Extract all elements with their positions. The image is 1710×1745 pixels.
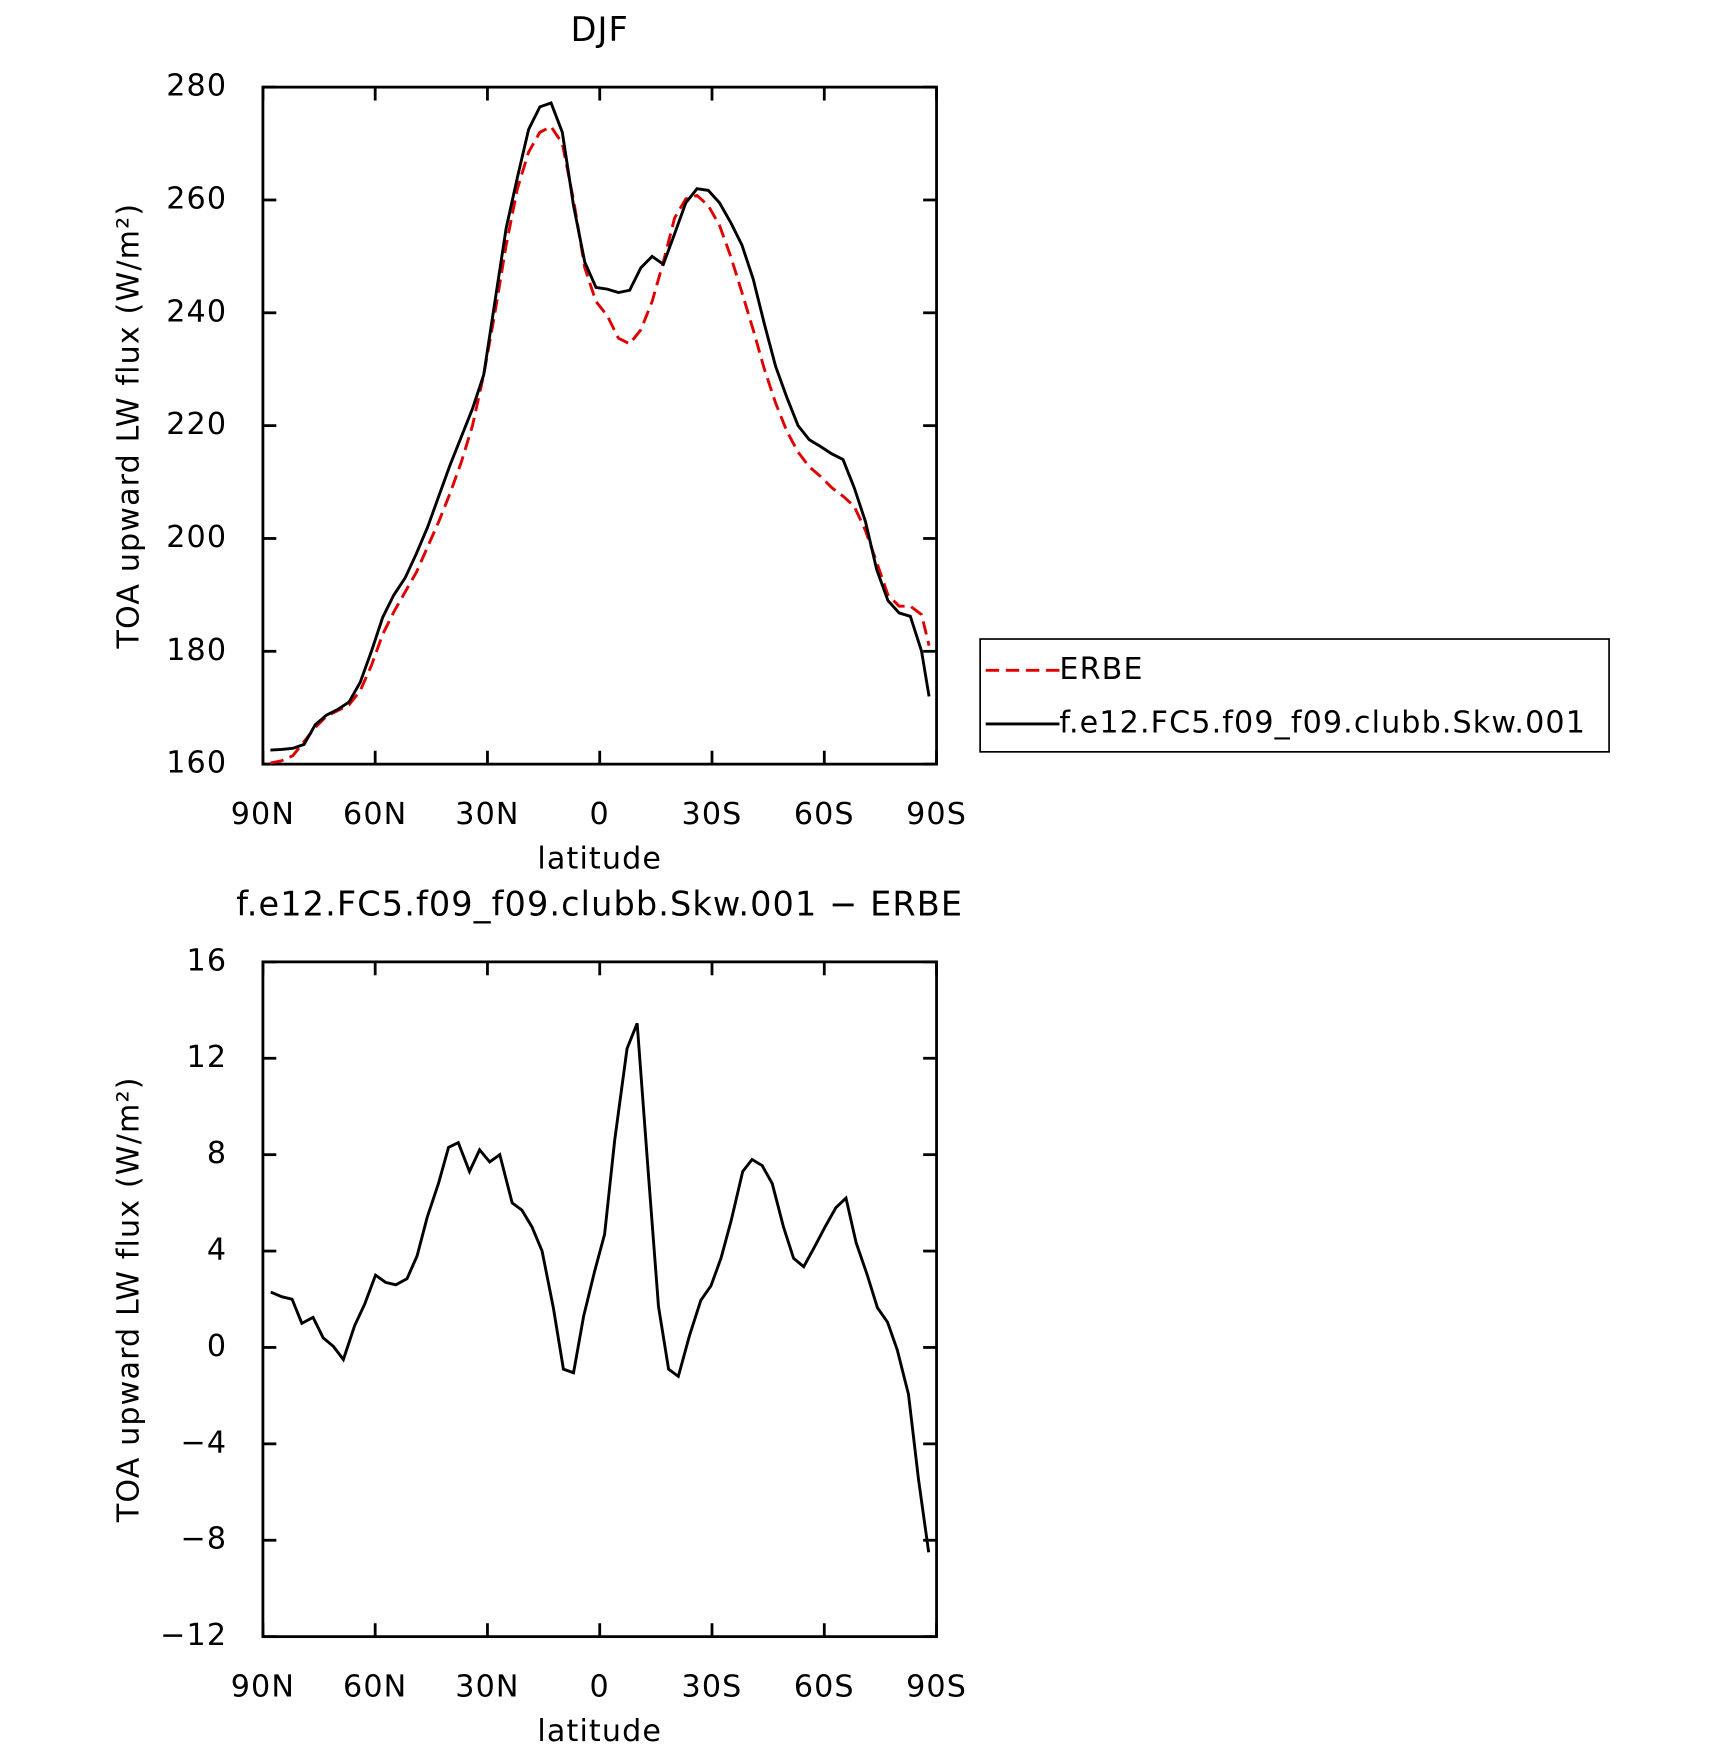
x-tick-label: 90N <box>231 1670 295 1705</box>
legend-box <box>979 638 1610 753</box>
x-tick-label: 30N <box>455 1670 519 1705</box>
y-tick-label: 280 <box>166 69 227 104</box>
data-line <box>270 101 931 752</box>
y-tick-label: 260 <box>166 181 227 216</box>
x-axis-label: latitude <box>537 842 662 877</box>
x-tick-label: 90S <box>906 797 967 832</box>
y-tick-label: 12 <box>187 1040 228 1075</box>
y-tick-label: 8 <box>207 1136 227 1171</box>
y-axis-label: TOA upward LW flux (W/m²) <box>111 1076 146 1523</box>
x-tick-label: 90S <box>906 1670 967 1705</box>
legend-label: f.e12.FC5.f09_f09.clubb.Skw.001 <box>1059 705 1586 740</box>
y-tick-label: 16 <box>187 943 228 978</box>
y-tick-label: −12 <box>160 1618 227 1653</box>
x-tick-label: 60S <box>794 1670 855 1705</box>
y-tick-label: −8 <box>180 1522 227 1557</box>
chart-title: f.e12.FC5.f09_f09.clubb.Skw.001 − ERBE <box>236 885 963 924</box>
x-tick-label: 30N <box>455 797 519 832</box>
y-tick-label: 240 <box>166 294 227 329</box>
y-tick-label: 160 <box>166 746 227 781</box>
x-tick-label: 30S <box>682 797 743 832</box>
x-tick-label: 60N <box>343 1670 407 1705</box>
legend-label: ERBE <box>1059 652 1143 687</box>
y-tick-label: 0 <box>207 1329 227 1364</box>
data-line <box>270 1022 931 1553</box>
x-axis-label: latitude <box>537 1714 662 1745</box>
y-tick-label: 4 <box>207 1233 227 1268</box>
plot-frame <box>261 85 938 766</box>
x-tick-label: 30S <box>682 1670 743 1705</box>
y-tick-label: 200 <box>166 520 227 555</box>
chart-title: DJF <box>571 10 629 49</box>
x-tick-label: 60S <box>794 797 855 832</box>
x-tick-label: 60N <box>343 797 407 832</box>
y-tick-label: −4 <box>180 1425 227 1460</box>
y-tick-label: 180 <box>166 633 227 668</box>
data-line <box>270 124 931 765</box>
y-axis-label: TOA upward LW flux (W/m²) <box>111 203 146 650</box>
x-tick-label: 90N <box>231 797 295 832</box>
x-tick-label: 0 <box>590 797 610 832</box>
y-tick-label: 220 <box>166 407 227 442</box>
plot-frame <box>261 960 938 1639</box>
x-tick-label: 0 <box>590 1670 610 1705</box>
